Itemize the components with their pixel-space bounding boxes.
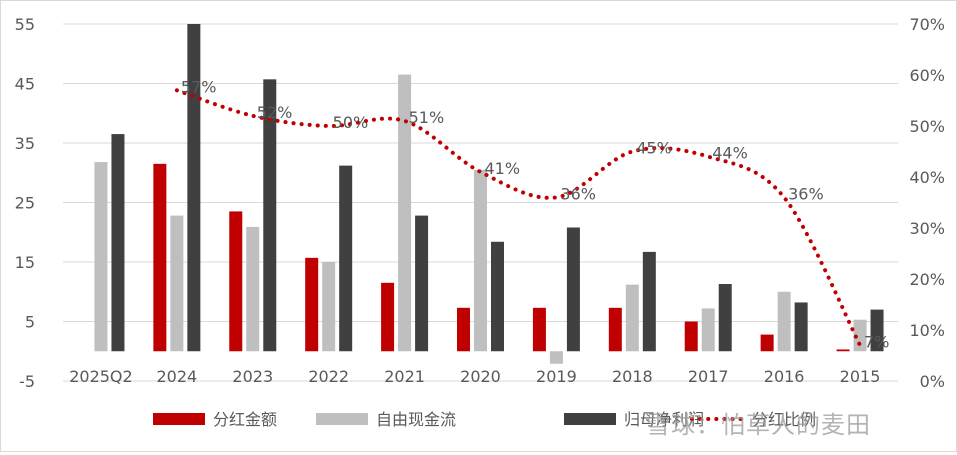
left-axis-ticks: 55 45 35 25 15 5 -5 [15, 15, 35, 391]
x-tick-label: 2023 [232, 367, 273, 386]
left-tick-label: 15 [15, 253, 35, 272]
legend: 分红金额 自由现金流 归母净利润 分红比例 [153, 410, 816, 429]
x-tick-label: 2021 [384, 367, 425, 386]
x-tick-label: 2017 [688, 367, 729, 386]
bar [491, 241, 504, 352]
right-tick-label: 0% [920, 372, 945, 391]
data-label: 36% [788, 184, 824, 203]
bar [718, 284, 732, 352]
bar [684, 321, 698, 352]
data-label: 44% [712, 144, 748, 163]
watermark: 雪球：怕草人的麦田 [646, 411, 871, 439]
x-tick-label: 2016 [764, 367, 805, 386]
legend-label: 归母净利润 [624, 410, 704, 429]
bar [549, 351, 563, 364]
bar [777, 291, 791, 352]
bar [94, 162, 108, 352]
bar-series [94, 24, 884, 364]
bar [263, 79, 277, 352]
left-tick-label: 25 [15, 194, 35, 213]
left-tick-label: 45 [15, 75, 35, 94]
x-tick-label: 2018 [612, 367, 653, 386]
bar [229, 211, 243, 352]
right-tick-label: 10% [909, 321, 945, 340]
bar [625, 284, 639, 352]
bar [794, 302, 808, 352]
bar [187, 24, 201, 352]
bar [170, 215, 184, 352]
data-label: 41% [485, 159, 521, 178]
right-tick-label: 70% [909, 15, 945, 34]
right-tick-label: 20% [909, 270, 945, 289]
data-label: 45% [636, 139, 672, 158]
bar [246, 226, 260, 352]
bar [322, 262, 336, 352]
left-tick-label: 5 [25, 313, 35, 332]
x-tick-label: 2015 [840, 367, 881, 386]
bar [608, 307, 622, 352]
legend-swatch [153, 413, 205, 425]
left-tick-label: 55 [15, 15, 35, 34]
data-label: 51% [409, 108, 445, 127]
legend-swatch [564, 413, 616, 425]
bar [870, 309, 884, 352]
x-tick-label: 2020 [460, 367, 501, 386]
bar [153, 163, 167, 352]
bar [760, 334, 774, 352]
bar [566, 227, 580, 352]
legend-label: 分红比例 [752, 410, 816, 429]
data-label: 50% [333, 113, 369, 132]
x-tick-label: 2019 [536, 367, 577, 386]
right-tick-label: 40% [909, 168, 945, 187]
bar [642, 251, 656, 352]
data-label: 57% [181, 77, 217, 96]
legend-swatch [316, 413, 368, 425]
bar [836, 349, 850, 352]
right-tick-label: 60% [909, 66, 945, 85]
x-axis-ticks: 2025Q2 2024 2023 2022 2021 2020 2019 2018 2017 20… [69, 367, 880, 386]
bar [474, 169, 487, 352]
bar [398, 74, 412, 352]
bar [305, 257, 319, 352]
payout-ratio-labels: 57% 52% 50% 51% 41% 36% 45% 44% 36% 7% [181, 77, 890, 351]
left-tick-label: -5 [19, 372, 35, 391]
bar [701, 308, 715, 352]
legend-label: 分红金额 [213, 410, 277, 429]
payout-ratio-line [174, 88, 863, 348]
x-tick-label: 2024 [157, 367, 198, 386]
x-tick-label: 2025Q2 [69, 367, 133, 386]
right-tick-label: 50% [909, 117, 945, 136]
bar [853, 319, 867, 352]
left-tick-label: 35 [15, 134, 35, 153]
data-label: 52% [257, 103, 293, 122]
right-tick-label: 30% [909, 219, 945, 238]
data-label: 36% [560, 184, 596, 203]
x-tick-label: 2022 [308, 367, 349, 386]
bar [339, 165, 353, 352]
bar [532, 307, 546, 352]
legend-label: 自由现金流 [376, 410, 456, 429]
data-label: 7% [864, 332, 889, 351]
bar [111, 134, 125, 352]
bar [457, 307, 470, 352]
bar [381, 282, 395, 352]
payout-ratio-line-path [174, 88, 863, 348]
bar [415, 215, 429, 352]
right-axis-ticks: 70% 60% 50% 40% 30% 20% 10% 0% [909, 15, 945, 391]
